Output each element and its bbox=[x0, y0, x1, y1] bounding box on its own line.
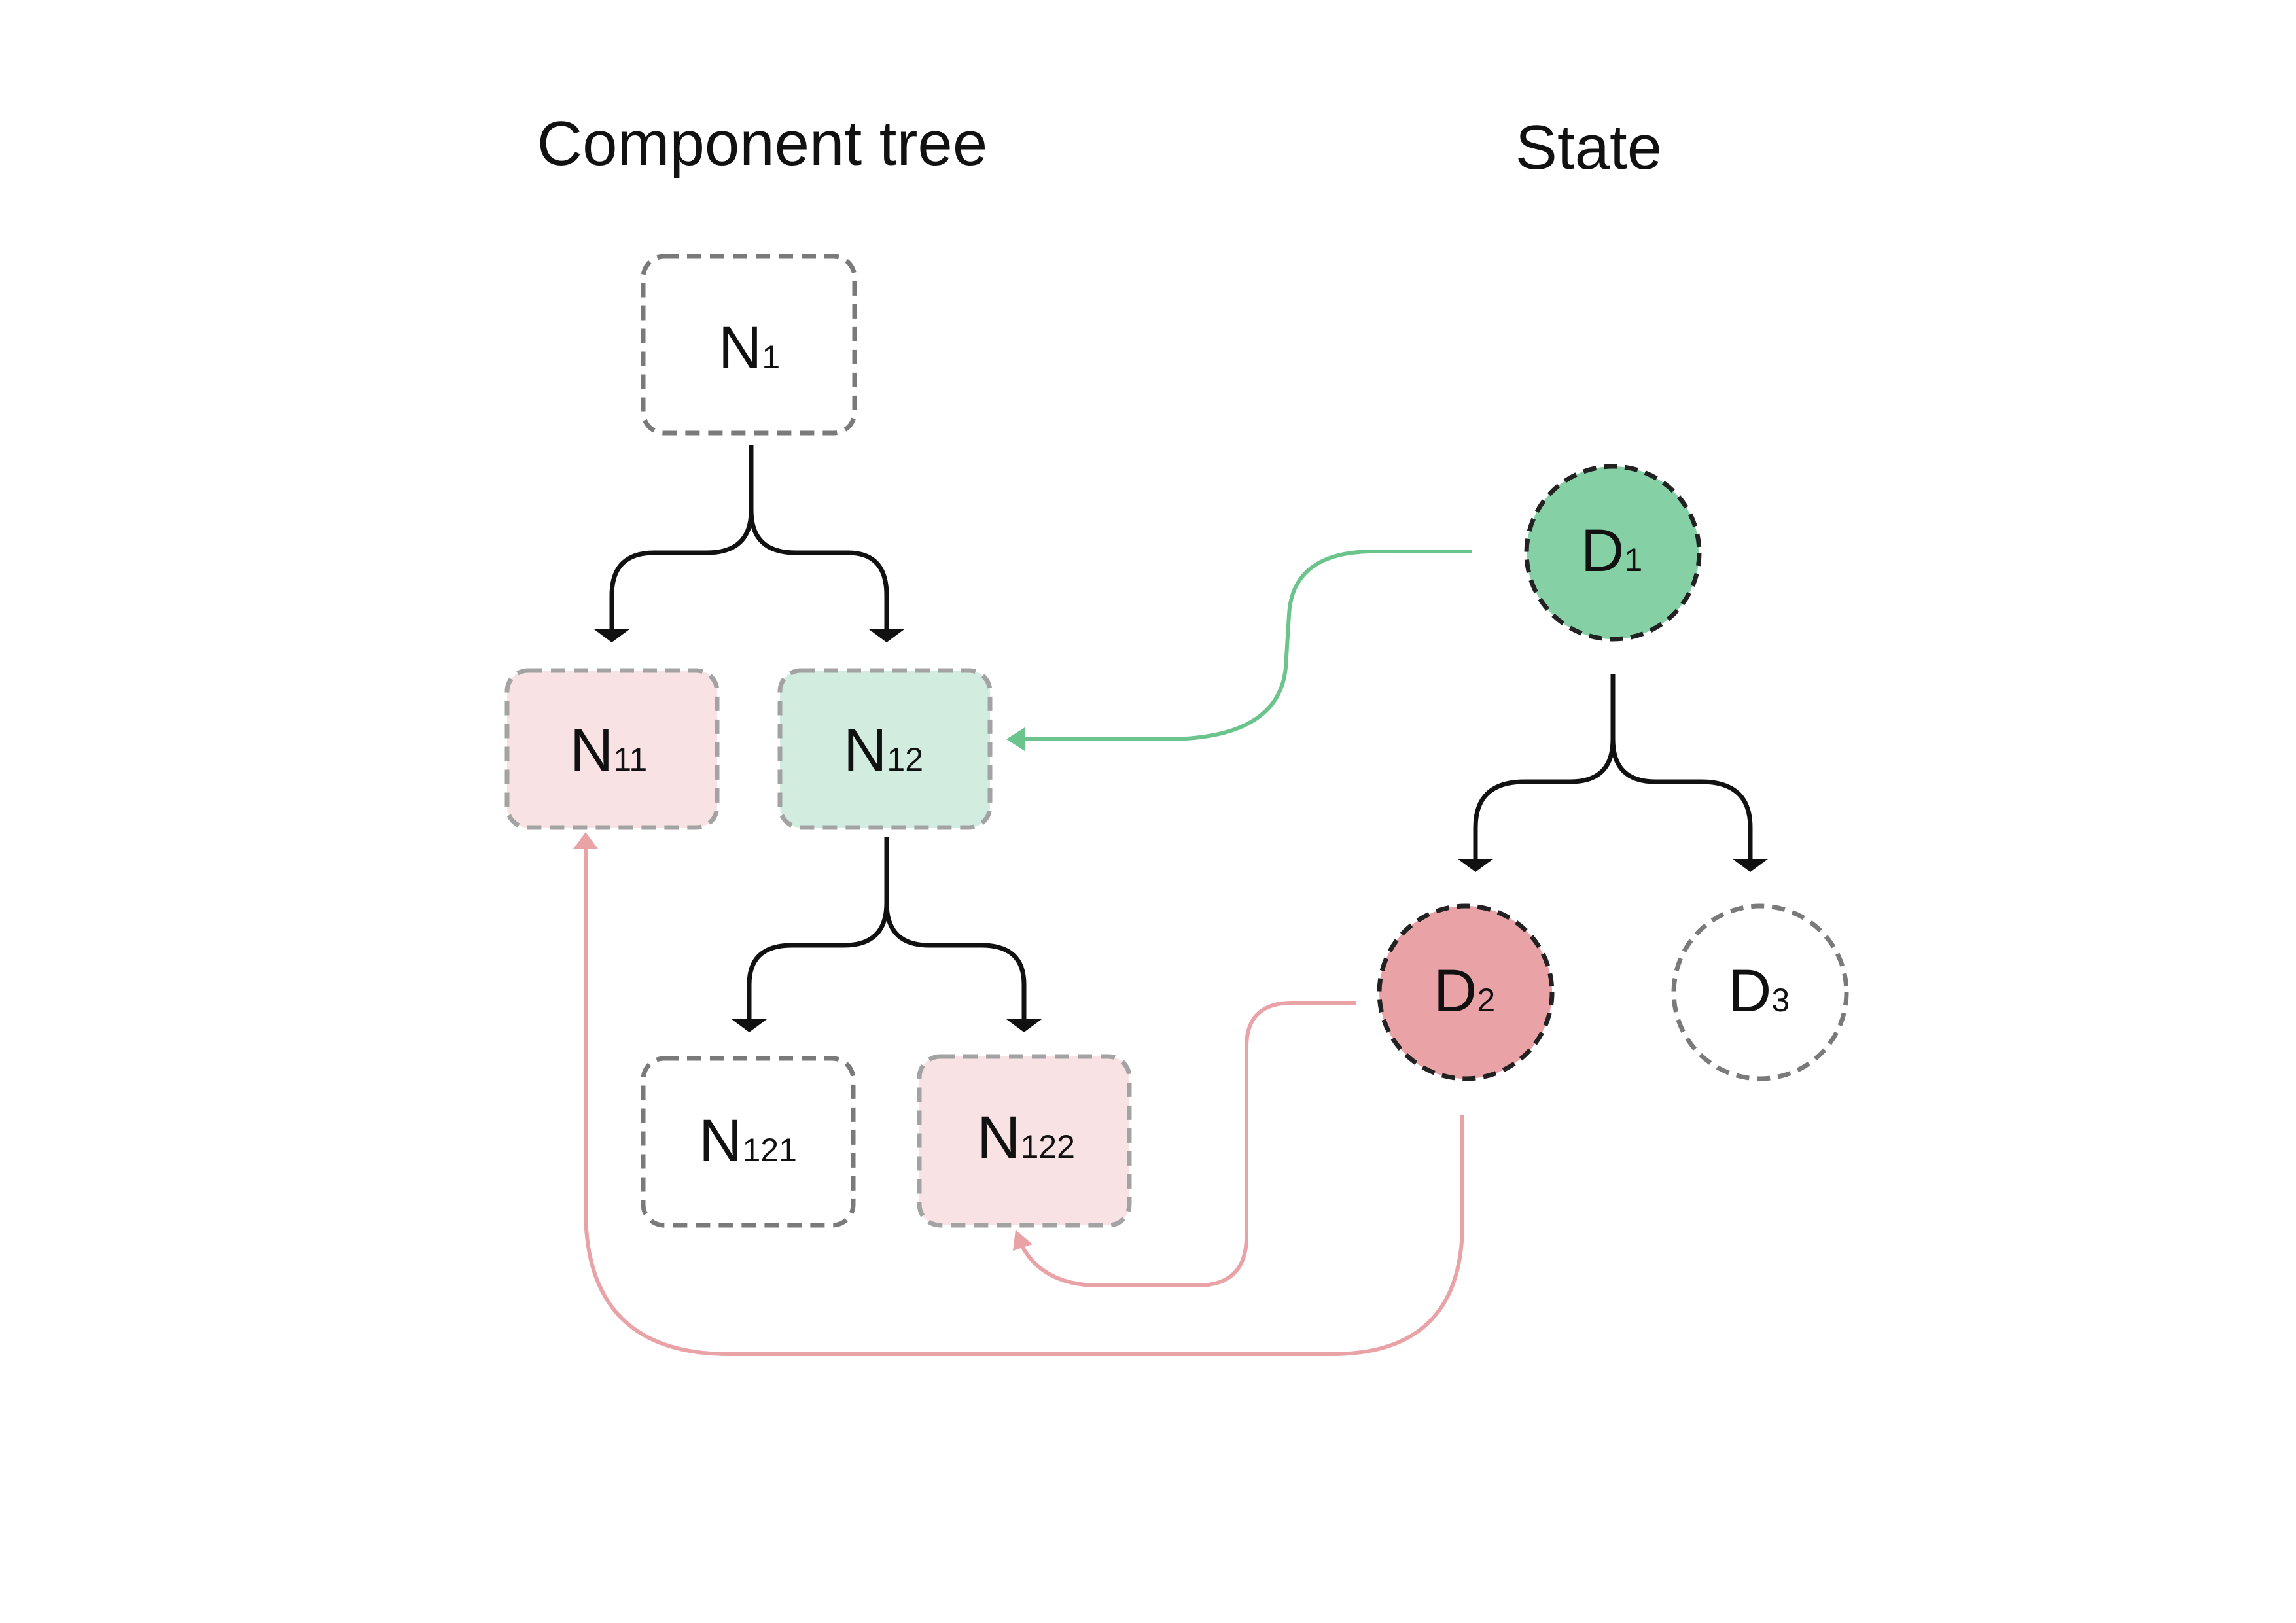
edge-n1-children bbox=[609, 445, 889, 631]
link-d2-to-n11 bbox=[584, 845, 1464, 1356]
link-d2-to-n122 bbox=[1020, 1001, 1356, 1287]
component-node-n122: N122 bbox=[917, 1054, 1132, 1228]
arrowhead-to-n122 bbox=[1006, 1019, 1042, 1032]
arrowhead-to-n121 bbox=[732, 1019, 767, 1032]
node-box bbox=[917, 1054, 1132, 1228]
arrowhead-to-n11 bbox=[594, 629, 629, 642]
arrowhead-to-d3 bbox=[1733, 859, 1768, 872]
edge-n12-children bbox=[747, 837, 1027, 1021]
node-box bbox=[504, 668, 720, 830]
component-node-n11: N11 bbox=[504, 668, 720, 830]
state-node-d1: D1 bbox=[1524, 464, 1702, 642]
node-label: D2 bbox=[1434, 958, 1495, 1024]
component-node-n1: N1 bbox=[641, 254, 857, 436]
arrowhead-to-n12 bbox=[869, 629, 904, 642]
state-node-d2: D2 bbox=[1377, 903, 1555, 1081]
state-tree-edges bbox=[1458, 674, 1768, 872]
node-box bbox=[777, 668, 993, 830]
link-d1-to-n12 bbox=[1024, 550, 1472, 741]
node-circle bbox=[1671, 903, 1849, 1081]
arrowhead-link-d2-n11 bbox=[573, 832, 598, 849]
node-circle bbox=[1377, 903, 1555, 1081]
component-node-n12: N12 bbox=[777, 668, 993, 830]
node-label: N11 bbox=[570, 717, 647, 784]
component-tree-edges bbox=[594, 445, 1042, 1032]
node-label: N1 bbox=[718, 315, 780, 381]
node-box bbox=[641, 1056, 856, 1228]
node-label: D1 bbox=[1581, 517, 1642, 584]
edge-d1-children bbox=[1473, 674, 1753, 860]
arrowhead-link-d2-n122 bbox=[1013, 1230, 1033, 1251]
node-circle bbox=[1524, 464, 1702, 642]
state-heading: State bbox=[1515, 113, 1662, 183]
arrowhead-to-d2 bbox=[1458, 859, 1493, 872]
node-box bbox=[641, 254, 857, 436]
node-label: D3 bbox=[1728, 958, 1790, 1024]
arrowhead-link-d1-n12 bbox=[1006, 727, 1025, 751]
component-node-n121: N121 bbox=[641, 1056, 856, 1228]
component-tree-heading: Component tree bbox=[537, 109, 987, 179]
node-label: N121 bbox=[699, 1108, 797, 1174]
node-label: N122 bbox=[977, 1104, 1075, 1171]
state-node-d3: D3 bbox=[1671, 903, 1849, 1081]
state-links bbox=[573, 550, 1472, 1356]
node-label: N12 bbox=[843, 717, 923, 784]
